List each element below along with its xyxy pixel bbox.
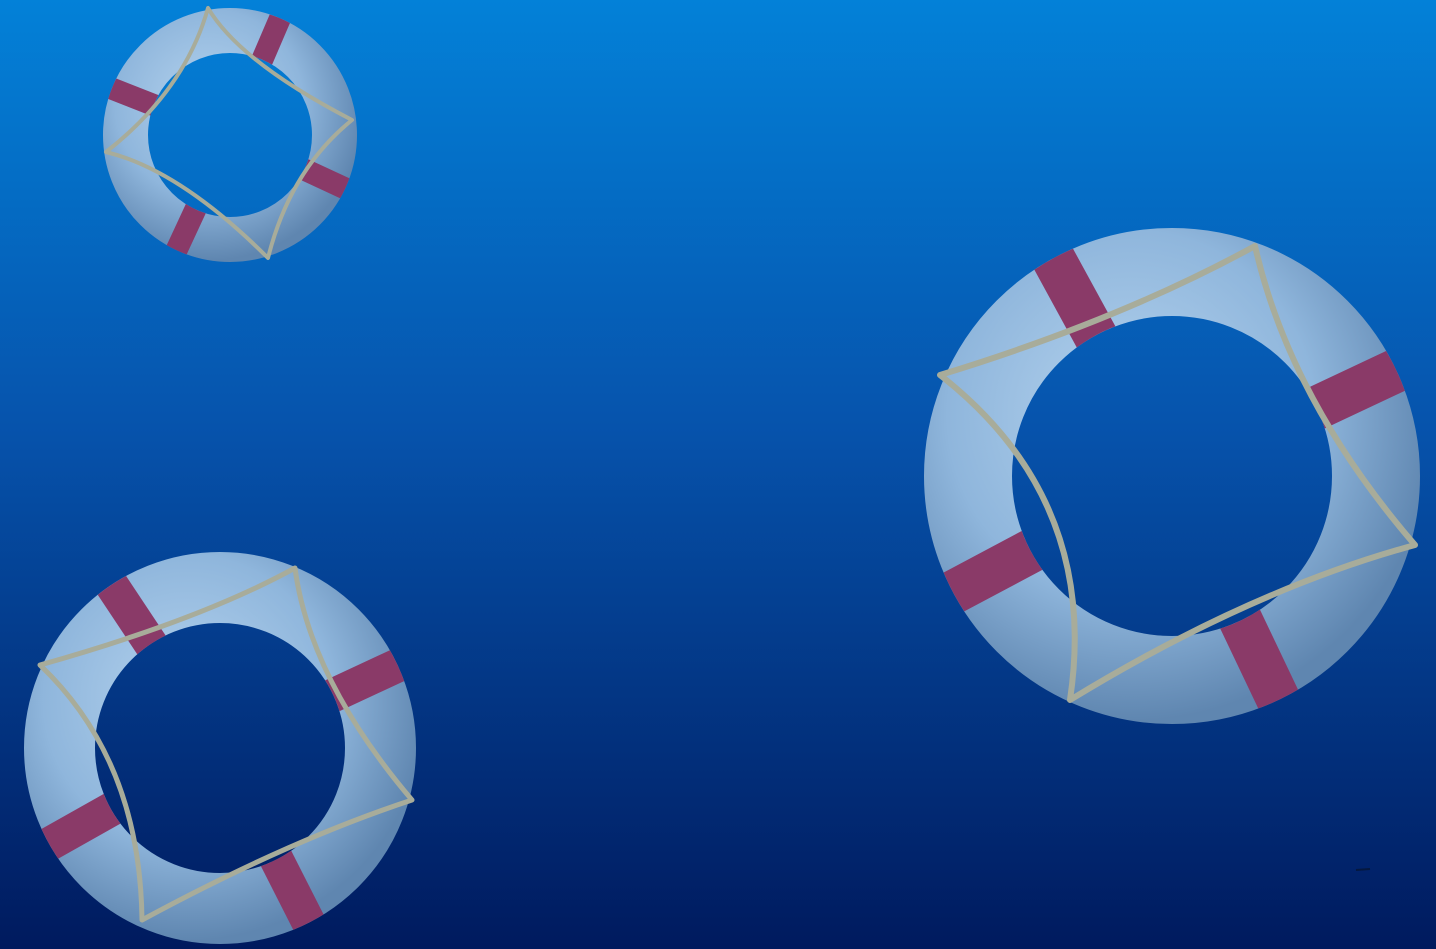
lifebuoy-right-rope (937, 243, 1418, 703)
lifebuoy-small (85, 0, 375, 280)
small-dark-speck (1355, 868, 1371, 871)
lifebuoy-bottom-left-ring (24, 552, 416, 944)
lifebuoy-bottom-left (21, 550, 428, 949)
lifebuoy-right-ring (924, 228, 1420, 724)
lifebuoy-bottom-left-rope (37, 565, 415, 923)
lifebuoy-right (909, 214, 1436, 755)
lifebuoy-small-rope (104, 6, 354, 260)
